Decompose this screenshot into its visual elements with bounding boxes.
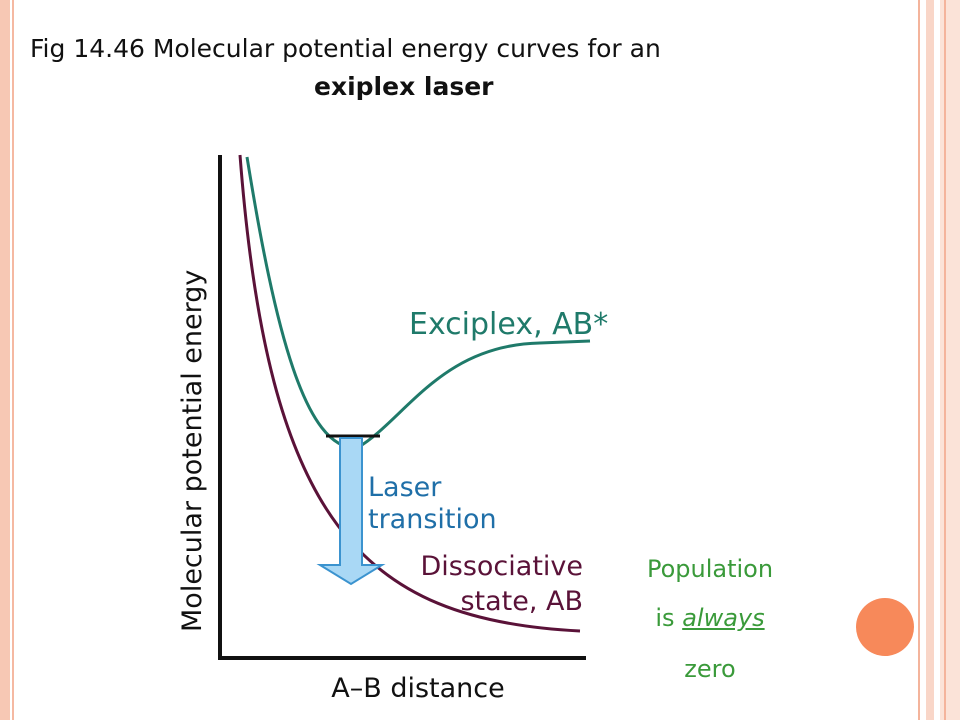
y-axis-label: Molecular potential energy [177, 270, 208, 632]
population-note-emphasis: always [682, 604, 765, 632]
dissociative-label-line1: Dissociative [420, 551, 583, 582]
left-border-line [12, 0, 14, 720]
population-note-prefix: is [655, 604, 683, 632]
exciplex-curve [245, 156, 591, 450]
right-border-line [918, 0, 920, 720]
right-border-inner-line [944, 0, 946, 720]
x-axis-label: A–B distance [331, 673, 504, 704]
population-note-line2: is always [580, 604, 840, 632]
left-border [0, 0, 10, 720]
slide-title-emphasis: exiplex laser [314, 72, 494, 101]
dissociative-curve [238, 154, 581, 633]
slide-title: Fig 14.46 Molecular potential energy cur… [30, 34, 661, 63]
right-border-band [926, 0, 934, 720]
exciplex-label: Exciplex, AB* [409, 307, 608, 342]
laser-transition-arrow [316, 437, 386, 586]
accent-circle [856, 598, 914, 656]
population-note-line3: zero [684, 655, 736, 683]
laser-label-line2: transition [368, 504, 497, 535]
dissociative-label-line2: state, AB [460, 586, 583, 617]
laser-label-line1: Laser [368, 472, 442, 503]
population-note-line1: Population [646, 555, 774, 583]
